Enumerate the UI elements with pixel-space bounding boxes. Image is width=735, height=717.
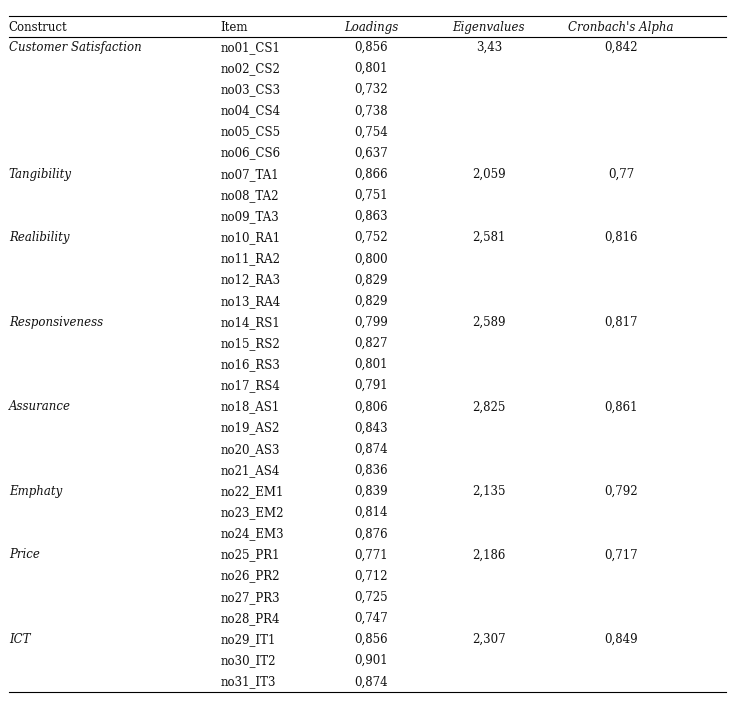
Text: Customer Satisfaction: Customer Satisfaction bbox=[9, 41, 142, 54]
Text: 0,732: 0,732 bbox=[354, 83, 388, 96]
Text: 0,637: 0,637 bbox=[354, 146, 388, 160]
Text: 0,836: 0,836 bbox=[354, 464, 388, 477]
Text: 2,581: 2,581 bbox=[472, 231, 506, 244]
Text: 0,901: 0,901 bbox=[354, 654, 388, 668]
Text: 0,874: 0,874 bbox=[354, 675, 388, 688]
Text: no19_AS2: no19_AS2 bbox=[220, 422, 280, 435]
Text: no18_AS1: no18_AS1 bbox=[220, 400, 280, 414]
Text: no08_TA2: no08_TA2 bbox=[220, 189, 279, 202]
Text: no03_CS3: no03_CS3 bbox=[220, 83, 281, 96]
Text: ICT: ICT bbox=[9, 633, 30, 646]
Text: 0,817: 0,817 bbox=[604, 315, 638, 329]
Text: 0,752: 0,752 bbox=[354, 231, 388, 244]
Text: 0,747: 0,747 bbox=[354, 612, 388, 625]
Text: Realibility: Realibility bbox=[9, 231, 69, 244]
Text: 0,866: 0,866 bbox=[354, 168, 388, 181]
Text: 0,751: 0,751 bbox=[354, 189, 388, 202]
Text: 0,712: 0,712 bbox=[354, 569, 388, 583]
Text: 2,589: 2,589 bbox=[472, 315, 506, 329]
Text: 0,791: 0,791 bbox=[354, 379, 388, 392]
Text: Item: Item bbox=[220, 21, 248, 34]
Text: 0,816: 0,816 bbox=[604, 231, 638, 244]
Text: Eigenvalues: Eigenvalues bbox=[453, 21, 525, 34]
Text: 3,43: 3,43 bbox=[476, 41, 502, 54]
Text: 0,829: 0,829 bbox=[354, 273, 388, 287]
Text: 2,307: 2,307 bbox=[472, 633, 506, 646]
Text: 0,829: 0,829 bbox=[354, 295, 388, 308]
Text: 2,186: 2,186 bbox=[472, 549, 506, 561]
Text: no04_CS4: no04_CS4 bbox=[220, 104, 281, 118]
Text: Construct: Construct bbox=[9, 21, 68, 34]
Text: no28_PR4: no28_PR4 bbox=[220, 612, 280, 625]
Text: 0,800: 0,800 bbox=[354, 252, 388, 265]
Text: no17_RS4: no17_RS4 bbox=[220, 379, 280, 392]
Text: no25_PR1: no25_PR1 bbox=[220, 549, 280, 561]
Text: 0,839: 0,839 bbox=[354, 485, 388, 498]
Text: 0,876: 0,876 bbox=[354, 527, 388, 541]
Text: 0,843: 0,843 bbox=[354, 422, 388, 435]
Text: no05_CS5: no05_CS5 bbox=[220, 125, 281, 138]
Text: no14_RS1: no14_RS1 bbox=[220, 315, 280, 329]
Text: 2,825: 2,825 bbox=[472, 400, 506, 414]
Text: no22_EM1: no22_EM1 bbox=[220, 485, 284, 498]
Text: 0,856: 0,856 bbox=[354, 633, 388, 646]
Text: 0,842: 0,842 bbox=[604, 41, 638, 54]
Text: 0,754: 0,754 bbox=[354, 125, 388, 138]
Text: no20_AS3: no20_AS3 bbox=[220, 442, 280, 456]
Text: 0,77: 0,77 bbox=[608, 168, 634, 181]
Text: Price: Price bbox=[9, 549, 40, 561]
Text: 0,792: 0,792 bbox=[604, 485, 638, 498]
Text: 0,863: 0,863 bbox=[354, 210, 388, 223]
Text: 0,856: 0,856 bbox=[354, 41, 388, 54]
Text: no02_CS2: no02_CS2 bbox=[220, 62, 280, 75]
Text: 0,814: 0,814 bbox=[354, 506, 388, 519]
Text: 0,725: 0,725 bbox=[354, 591, 388, 604]
Text: 0,806: 0,806 bbox=[354, 400, 388, 414]
Text: no06_CS6: no06_CS6 bbox=[220, 146, 281, 160]
Text: 0,738: 0,738 bbox=[354, 104, 388, 118]
Text: 0,771: 0,771 bbox=[354, 549, 388, 561]
Text: no09_TA3: no09_TA3 bbox=[220, 210, 279, 223]
Text: 0,801: 0,801 bbox=[354, 358, 388, 371]
Text: no16_RS3: no16_RS3 bbox=[220, 358, 280, 371]
Text: 0,849: 0,849 bbox=[604, 633, 638, 646]
Text: 0,717: 0,717 bbox=[604, 549, 638, 561]
Text: no30_IT2: no30_IT2 bbox=[220, 654, 276, 668]
Text: Cronbach's Alpha: Cronbach's Alpha bbox=[568, 21, 674, 34]
Text: Loadings: Loadings bbox=[344, 21, 398, 34]
Text: no15_RS2: no15_RS2 bbox=[220, 337, 280, 350]
Text: Tangibility: Tangibility bbox=[9, 168, 72, 181]
Text: no26_PR2: no26_PR2 bbox=[220, 569, 280, 583]
Text: no27_PR3: no27_PR3 bbox=[220, 591, 280, 604]
Text: 0,827: 0,827 bbox=[354, 337, 388, 350]
Text: no21_AS4: no21_AS4 bbox=[220, 464, 280, 477]
Text: Assurance: Assurance bbox=[9, 400, 71, 414]
Text: 2,059: 2,059 bbox=[472, 168, 506, 181]
Text: 2,135: 2,135 bbox=[472, 485, 506, 498]
Text: Responsiveness: Responsiveness bbox=[9, 315, 103, 329]
Text: no12_RA3: no12_RA3 bbox=[220, 273, 281, 287]
Text: no01_CS1: no01_CS1 bbox=[220, 41, 280, 54]
Text: no11_RA2: no11_RA2 bbox=[220, 252, 281, 265]
Text: no24_EM3: no24_EM3 bbox=[220, 527, 284, 541]
Text: no07_TA1: no07_TA1 bbox=[220, 168, 279, 181]
Text: no10_RA1: no10_RA1 bbox=[220, 231, 281, 244]
Text: 0,874: 0,874 bbox=[354, 442, 388, 456]
Text: no29_IT1: no29_IT1 bbox=[220, 633, 276, 646]
Text: 0,801: 0,801 bbox=[354, 62, 388, 75]
Text: 0,799: 0,799 bbox=[354, 315, 388, 329]
Text: no13_RA4: no13_RA4 bbox=[220, 295, 281, 308]
Text: 0,861: 0,861 bbox=[604, 400, 638, 414]
Text: no23_EM2: no23_EM2 bbox=[220, 506, 284, 519]
Text: no31_IT3: no31_IT3 bbox=[220, 675, 276, 688]
Text: Emphaty: Emphaty bbox=[9, 485, 62, 498]
